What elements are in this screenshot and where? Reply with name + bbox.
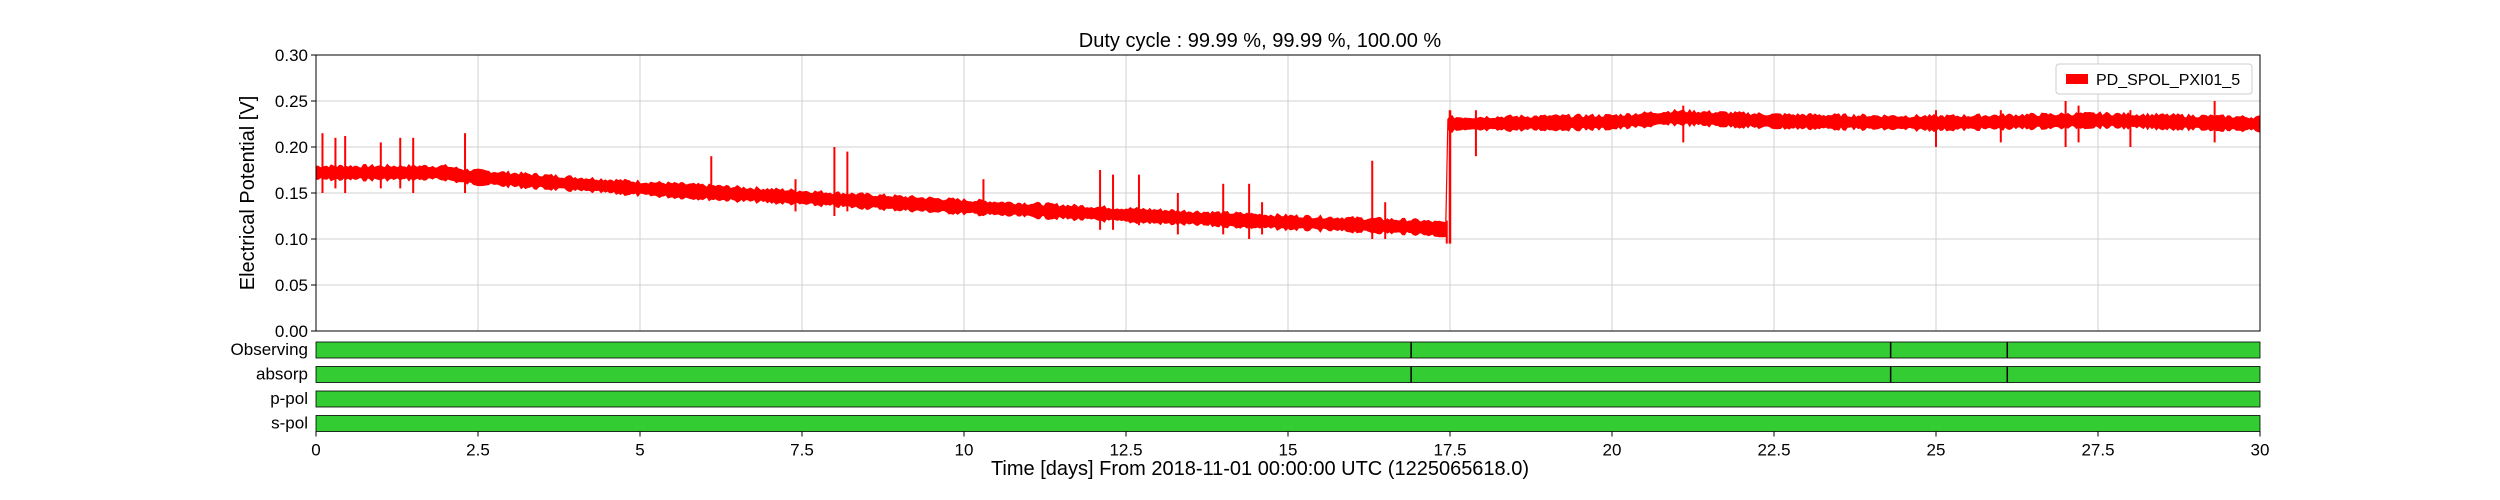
x-tick-label: 27.5 bbox=[2081, 441, 2114, 460]
y-axis-label: Electrical Potential [V] bbox=[237, 96, 259, 291]
x-tick-label: 2.5 bbox=[466, 441, 490, 460]
state-segment-absorp bbox=[315, 366, 2261, 383]
x-tick-label: 5 bbox=[635, 441, 644, 460]
series-layer bbox=[315, 101, 2261, 244]
legend-swatch bbox=[2066, 74, 2088, 84]
state-segments: Observing absorp p-pol s-pol bbox=[231, 340, 2261, 433]
legend-box bbox=[2055, 63, 2253, 95]
x-tick-label: 20 bbox=[1603, 441, 1622, 460]
legend: PD_SPOL_PXI01_5 bbox=[2055, 63, 2253, 95]
y-tick-label: 0.00 bbox=[275, 322, 308, 341]
x-tick-label: 22.5 bbox=[1757, 441, 1790, 460]
x-tick-label: 25 bbox=[1927, 441, 1946, 460]
y-tick-label: 0.15 bbox=[275, 184, 308, 203]
y-tick-label: 0.10 bbox=[275, 230, 308, 249]
state-segment-p-pol bbox=[315, 390, 2261, 408]
y-tick-label: 0.20 bbox=[275, 138, 308, 157]
x-axis-label: Time [days] From 2018-11-01 00:00:00 UTC… bbox=[991, 458, 1529, 480]
state-segment-s-pol bbox=[315, 415, 2261, 432]
x-tick-label: 12.5 bbox=[1109, 441, 1142, 460]
x-tick-label: 0 bbox=[311, 441, 320, 460]
x-tick-label: 7.5 bbox=[790, 441, 814, 460]
x-tick-label: 30 bbox=[2251, 441, 2270, 460]
state-segment-observing bbox=[315, 341, 2261, 359]
chart-title: Duty cycle : 99.99 %, 99.99 %, 100.00 % bbox=[1079, 30, 1442, 52]
x-tick-label: 15 bbox=[1279, 441, 1298, 460]
plot-area bbox=[315, 101, 2261, 244]
state-row-label: Observing bbox=[231, 340, 308, 359]
legend-label: PD_SPOL_PXI01_5 bbox=[2096, 72, 2240, 89]
grid-lines bbox=[315, 54, 2261, 332]
x-tick-label: 10 bbox=[955, 441, 974, 460]
state-row-label: s-pol bbox=[271, 414, 308, 433]
x-axis-ticks: 0 2.5 5 7.5 10 12.5 15 17.5 20 22.5 25 27.5 30 bbox=[311, 431, 2270, 460]
state-row-label: absorp bbox=[256, 365, 308, 384]
y-tick-label: 0.05 bbox=[275, 276, 308, 295]
y-axis-ticks: 0.00 0.05 0.10 0.15 0.20 0.25 0.30 bbox=[275, 46, 316, 341]
state-row-label: p-pol bbox=[270, 389, 308, 408]
x-tick-label: 17.5 bbox=[1433, 441, 1466, 460]
y-tick-label: 0.25 bbox=[275, 92, 308, 111]
y-tick-label: 0.30 bbox=[275, 46, 308, 65]
